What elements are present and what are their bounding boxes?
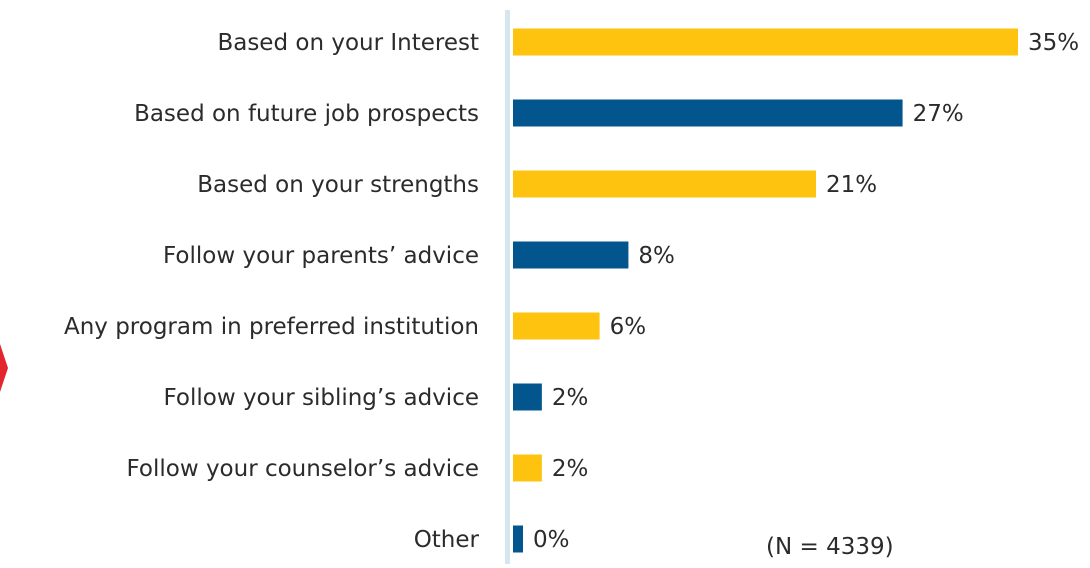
- bar-row: Any program in preferred institution 6%: [64, 312, 647, 340]
- value-label: 35%: [1028, 30, 1079, 56]
- bar-rows: Based on your Interest 35% Based on future…: [64, 28, 1079, 553]
- bar-row: Based on future job prospects 27%: [134, 99, 964, 127]
- bar: [513, 170, 816, 198]
- bar: [513, 241, 629, 269]
- category-label: Other: [414, 527, 480, 553]
- value-label: 8%: [638, 243, 675, 269]
- bar-row: Based on your strengths 21%: [197, 170, 877, 198]
- bar-row: Based on your Interest 35%: [217, 28, 1079, 56]
- bar: [513, 99, 903, 127]
- value-label: 21%: [826, 172, 877, 198]
- bar-row: Follow your counselor’s advice 2%: [126, 454, 589, 482]
- value-label: 6%: [610, 314, 647, 340]
- category-label: Follow your sibling’s advice: [163, 385, 479, 411]
- value-label: 27%: [913, 101, 964, 127]
- category-label: Based on your strengths: [197, 172, 479, 198]
- bar-row: Follow your sibling’s advice 2%: [163, 383, 589, 411]
- bar: [513, 28, 1018, 56]
- value-label: 2%: [552, 385, 589, 411]
- bar-row: Follow your parents’ advice 8%: [163, 241, 675, 269]
- category-label: Follow your parents’ advice: [163, 243, 479, 269]
- bar: [513, 454, 542, 482]
- bar: [513, 383, 542, 411]
- sample-size-annotation: (N = 4339): [766, 534, 894, 560]
- bar: [513, 312, 600, 340]
- value-label: 2%: [552, 456, 589, 482]
- red-arrow-edge-marker: [0, 344, 8, 392]
- category-label: Follow your counselor’s advice: [126, 456, 479, 482]
- y-axis-line: [505, 10, 510, 566]
- value-label: 0%: [533, 527, 570, 553]
- category-label: Any program in preferred institution: [64, 314, 479, 340]
- category-label: Based on future job prospects: [134, 101, 479, 127]
- category-label: Based on your Interest: [217, 30, 479, 56]
- bar-row: Other 0%: [414, 525, 570, 553]
- bar: [513, 525, 523, 553]
